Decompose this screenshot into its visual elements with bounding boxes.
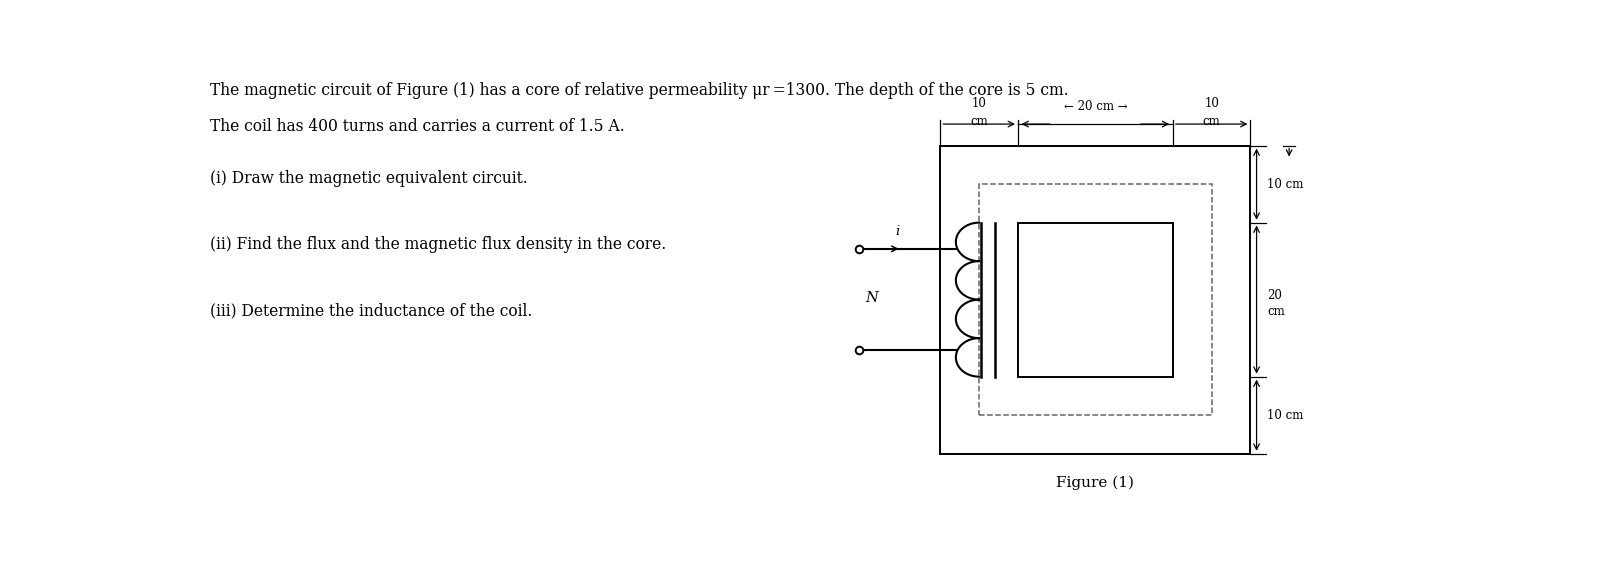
Text: ← 20 cm →: ← 20 cm →	[1064, 100, 1128, 113]
Text: 10: 10	[972, 97, 987, 110]
Bar	[979, 184, 1211, 415]
Text: The coil has 400 turns and carries a current of 1.5 A.: The coil has 400 turns and carries a cur…	[210, 118, 625, 135]
Text: i: i	[896, 225, 900, 238]
Text: (iii) Determine the inductance of the coil.: (iii) Determine the inductance of the co…	[210, 303, 533, 320]
Text: 10 cm: 10 cm	[1267, 178, 1304, 190]
Text: N: N	[865, 291, 878, 305]
Text: (i) Draw the magnetic equivalent circuit.: (i) Draw the magnetic equivalent circuit…	[210, 170, 529, 187]
Bar	[1017, 223, 1173, 376]
Text: 20: 20	[1267, 289, 1282, 302]
Text: (ii) Find the flux and the magnetic flux density in the core.: (ii) Find the flux and the magnetic flux…	[210, 236, 666, 253]
Text: 10 cm: 10 cm	[1267, 408, 1304, 422]
Text: 10: 10	[1205, 97, 1219, 110]
Text: cm: cm	[1267, 305, 1285, 317]
Text: Figure (1): Figure (1)	[1056, 475, 1134, 490]
Text: The magnetic circuit of Figure (1) has a core of relative permeability μr =1300.: The magnetic circuit of Figure (1) has a…	[210, 82, 1069, 99]
Text: cm: cm	[1203, 115, 1221, 128]
Bar	[940, 146, 1251, 454]
Text: cm: cm	[971, 115, 988, 128]
